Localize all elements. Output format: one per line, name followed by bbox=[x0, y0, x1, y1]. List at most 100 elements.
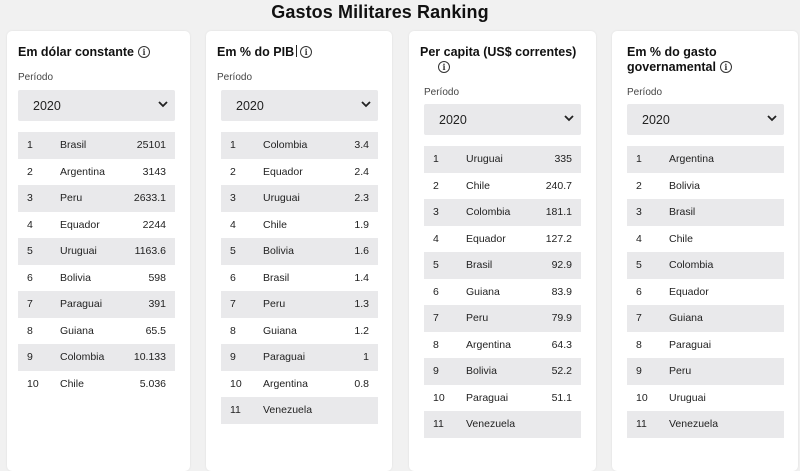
rank-number: 5 bbox=[433, 259, 439, 271]
rank-number: 2 bbox=[636, 179, 642, 192]
ranking-value: 1.4 bbox=[354, 271, 369, 284]
ranking-row: 6 Brasil 1.4 bbox=[221, 265, 378, 292]
ranking-value: 598 bbox=[148, 271, 166, 284]
info-icon[interactable]: i bbox=[438, 61, 450, 73]
country-name: Brasil bbox=[263, 271, 290, 284]
rank-number: 1 bbox=[636, 153, 642, 165]
country-name: Bolivia bbox=[60, 271, 91, 284]
ranking-value: 65.5 bbox=[145, 324, 166, 337]
card-title: Em % do gasto governamental i bbox=[627, 45, 757, 75]
country-name: Brasil bbox=[669, 206, 696, 218]
country-name: Bolivia bbox=[669, 179, 700, 192]
ranking-value: 1 bbox=[363, 351, 369, 363]
country-name: Colombia bbox=[466, 206, 511, 218]
year-select[interactable]: 2020 bbox=[221, 90, 378, 121]
country-name: Venezuela bbox=[466, 418, 516, 430]
rank-number: 4 bbox=[230, 218, 236, 231]
ranking-card-per-capita: Per capita (US$ correntes) i Período 2020… bbox=[409, 31, 596, 471]
ranking-value: 52.2 bbox=[551, 365, 572, 377]
country-name: Equador bbox=[669, 285, 709, 298]
ranking-row: 1 Colombia 3.4 bbox=[221, 132, 378, 159]
rank-number: 10 bbox=[230, 377, 242, 390]
ranking-list: 1 Brasil 25101 2 Argentina 3143 3 Peru 2633.1 4 Eq… bbox=[18, 132, 175, 397]
periodo-label: Período bbox=[217, 72, 253, 83]
ranking-value: 51.1 bbox=[551, 391, 572, 404]
card-title: Em dólar constante i bbox=[18, 45, 180, 60]
chevron-down-icon bbox=[564, 115, 574, 122]
year-select-value: 2020 bbox=[33, 99, 61, 113]
ranking-value: 1.9 bbox=[354, 218, 369, 231]
rank-number: 4 bbox=[433, 232, 439, 245]
info-icon[interactable]: i bbox=[719, 61, 732, 73]
rank-number: 2 bbox=[230, 165, 236, 178]
rank-number: 8 bbox=[636, 338, 642, 351]
country-name: Uruguai bbox=[263, 192, 300, 204]
rank-number: 1 bbox=[27, 139, 33, 151]
country-name: Colombia bbox=[60, 351, 105, 363]
rank-number: 6 bbox=[230, 271, 236, 284]
rank-number: 11 bbox=[433, 418, 444, 430]
ranking-value: 2244 bbox=[142, 218, 166, 231]
ranking-row: 1 Argentina bbox=[627, 146, 784, 173]
country-name: Colombia bbox=[263, 139, 308, 151]
card-title-text: Per capita (US$ correntes) bbox=[420, 45, 577, 59]
year-select[interactable]: 2020 bbox=[424, 104, 581, 135]
ranking-value: 2.4 bbox=[354, 165, 369, 178]
country-name: Peru bbox=[60, 192, 83, 204]
rank-number: 3 bbox=[636, 206, 642, 218]
country-name: Chile bbox=[60, 377, 84, 390]
country-name: Paraguai bbox=[669, 338, 712, 351]
periodo-label: Período bbox=[627, 87, 663, 98]
rank-number: 9 bbox=[433, 365, 439, 377]
ranking-value: 10.133 bbox=[133, 351, 166, 363]
chevron-down-icon bbox=[361, 101, 371, 108]
info-icon[interactable]: i bbox=[300, 46, 313, 58]
country-name: Equador bbox=[466, 232, 506, 245]
rank-number: 4 bbox=[27, 218, 33, 231]
year-select[interactable]: 2020 bbox=[627, 104, 784, 135]
country-name: Equador bbox=[60, 218, 100, 231]
year-select[interactable]: 2020 bbox=[18, 90, 175, 121]
ranking-row: 2 Argentina 3143 bbox=[18, 159, 175, 186]
ranking-value: 83.9 bbox=[551, 285, 572, 298]
year-select-value: 2020 bbox=[236, 99, 264, 113]
rank-number: 9 bbox=[636, 365, 642, 377]
rank-number: 8 bbox=[27, 324, 33, 337]
card-title-text: Em % do gasto governamental bbox=[627, 45, 717, 74]
ranking-row: 2 Chile 240.7 bbox=[424, 173, 581, 200]
ranking-row: 4 Equador 2244 bbox=[18, 212, 175, 239]
ranking-value: 25101 bbox=[136, 139, 166, 151]
ranking-list: 1 Argentina 2 Bolivia 3 Brasil 4 Chile 5 Colombia… bbox=[627, 146, 784, 438]
ranking-value: 181.1 bbox=[545, 206, 572, 218]
ranking-list: 1 Colombia 3.4 2 Equador 2.4 3 Uruguai 2.3 4 Chile… bbox=[221, 132, 378, 424]
ranking-row: 10 Uruguai bbox=[627, 385, 784, 412]
ranking-row: 8 Paraguai bbox=[627, 332, 784, 359]
chevron-down-icon bbox=[158, 101, 168, 108]
ranking-value: 391 bbox=[148, 298, 166, 310]
ranking-value: 2.3 bbox=[354, 192, 369, 204]
ranking-value: 1.3 bbox=[354, 298, 369, 310]
year-select-value: 2020 bbox=[642, 113, 670, 127]
ranking-row: 2 Bolivia bbox=[627, 173, 784, 200]
rank-number: 3 bbox=[230, 192, 236, 204]
rank-number: 9 bbox=[230, 351, 236, 363]
ranking-row: 11 Venezuela bbox=[221, 397, 378, 424]
ranking-row: 8 Guiana 1.2 bbox=[221, 318, 378, 345]
country-name: Argentina bbox=[60, 165, 105, 178]
country-name: Peru bbox=[669, 365, 692, 377]
rank-number: 5 bbox=[27, 245, 33, 257]
country-name: Chile bbox=[263, 218, 287, 231]
rank-number: 11 bbox=[230, 404, 241, 416]
country-name: Chile bbox=[669, 232, 693, 245]
rank-number: 2 bbox=[433, 179, 439, 192]
ranking-value: 5.036 bbox=[139, 377, 166, 390]
rank-number: 10 bbox=[433, 391, 445, 404]
country-name: Paraguai bbox=[466, 391, 509, 404]
card-title: Em % do PIB i bbox=[217, 45, 382, 60]
periodo-label: Período bbox=[18, 72, 54, 83]
country-name: Guiana bbox=[263, 324, 297, 337]
info-icon[interactable]: i bbox=[138, 46, 150, 58]
ranking-row: 1 Brasil 25101 bbox=[18, 132, 175, 159]
rank-number: 9 bbox=[27, 351, 33, 363]
ranking-row: 7 Peru 79.9 bbox=[424, 305, 581, 332]
